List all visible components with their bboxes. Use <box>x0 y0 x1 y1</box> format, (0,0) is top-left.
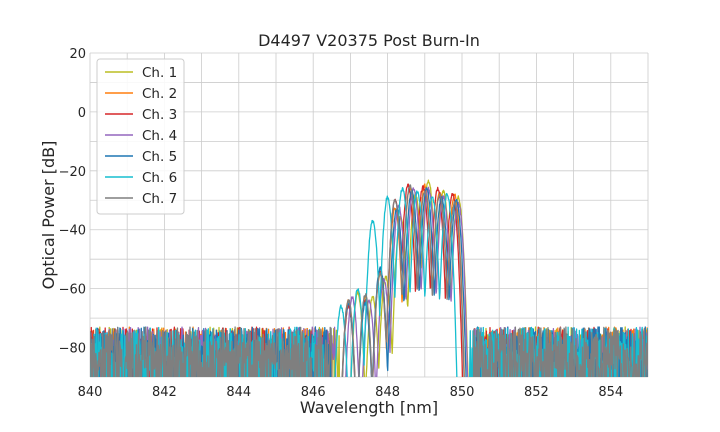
series-lines <box>90 179 648 377</box>
legend-entry: Ch. 2 <box>142 86 177 102</box>
legend-entry: Ch. 5 <box>142 149 177 165</box>
legend: Ch. 1 Ch. 2 Ch. 3 Ch. 4 Ch. 5 Ch. 6 Ch. 7 <box>96 58 185 215</box>
chart-title: D4497 V20375 Post Burn-In <box>258 31 480 50</box>
x-tick-label: 850 <box>450 385 475 400</box>
x-tick-label: 848 <box>375 385 400 400</box>
x-tick-label: 840 <box>78 385 103 400</box>
legend-entry: Ch. 7 <box>142 191 177 207</box>
legend-frame <box>96 58 185 215</box>
y-tick-label: −60 <box>59 283 86 298</box>
x-tick-label: 852 <box>524 385 549 400</box>
legend-entry: Ch. 4 <box>142 128 177 144</box>
x-tick-label: 842 <box>152 385 177 400</box>
y-axis-label: Optical Power [dB] <box>39 141 58 290</box>
legend-entry: Ch. 6 <box>142 170 177 186</box>
x-tick-label: 844 <box>226 385 251 400</box>
y-tick-label: −80 <box>59 342 86 357</box>
y-tick-label: −20 <box>59 165 86 180</box>
series-line-ch-7 <box>90 184 648 377</box>
x-tick-labels: 840 842 844 846 848 850 852 854 <box>78 385 624 400</box>
x-axis-label: Wavelength [nm] <box>300 398 438 417</box>
legend-entry: Ch. 1 <box>142 65 177 81</box>
x-tick-label: 854 <box>598 385 623 400</box>
x-tick-label: 846 <box>301 385 326 400</box>
y-tick-label: −40 <box>59 224 86 239</box>
y-tick-label: 20 <box>69 47 86 62</box>
y-tick-labels: 20 0 −20 −40 −60 −80 <box>59 47 86 357</box>
y-tick-label: 0 <box>78 106 86 121</box>
legend-entry: Ch. 3 <box>142 107 177 123</box>
